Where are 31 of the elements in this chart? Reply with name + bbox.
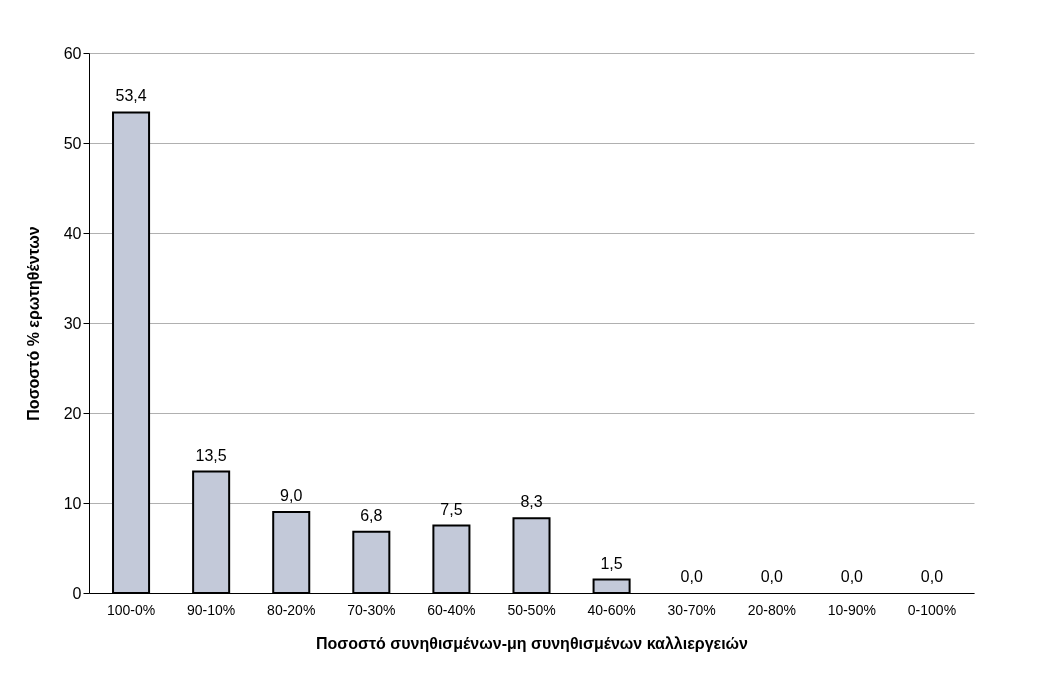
y-tick-label: 50 (63, 134, 82, 152)
y-tick-label: 20 (63, 404, 82, 422)
x-tick-label: 20-80% (747, 601, 796, 618)
y-tick-label: 30 (63, 314, 82, 332)
y-tick-label: 0 (72, 584, 82, 602)
x-axis-title: Ποσοστό συνηθισμένων-μη συνηθισμένων καλλιεργειών (315, 634, 749, 652)
y-axis-title: Ποσοστό % ερωτηθέντων (24, 226, 42, 421)
x-tick-label: 40-60% (587, 601, 636, 618)
data-label: 0,0 (680, 568, 703, 585)
y-tick-label: 40 (63, 224, 82, 242)
data-label: 0,0 (760, 568, 783, 585)
y-tick-label: 10 (63, 494, 82, 512)
x-tick-label: 10-90% (827, 601, 876, 618)
data-label: 7,5 (440, 500, 463, 518)
x-tick-label: 80-20% (267, 601, 316, 618)
x-tick-label: 0-100% (907, 601, 957, 618)
x-tick-label: 60-40% (427, 601, 476, 618)
data-label: 13,5 (195, 446, 227, 464)
data-label: 1,5 (600, 554, 623, 572)
y-tick-label: 60 (63, 44, 82, 62)
x-tick-label: 90-10% (187, 601, 236, 618)
data-label: 9,0 (280, 487, 303, 504)
data-label: 8,3 (520, 493, 543, 511)
x-tick-label: 30-70% (667, 601, 716, 618)
x-tick-label: 100-0% (106, 601, 156, 618)
data-label: 53,4 (115, 87, 147, 105)
data-label: 0,0 (920, 568, 944, 585)
data-label: 6,8 (360, 506, 383, 524)
data-label: 0,0 (840, 568, 864, 585)
x-tick-label: 50-50% (507, 601, 556, 618)
x-tick-label: 70-30% (347, 601, 396, 618)
